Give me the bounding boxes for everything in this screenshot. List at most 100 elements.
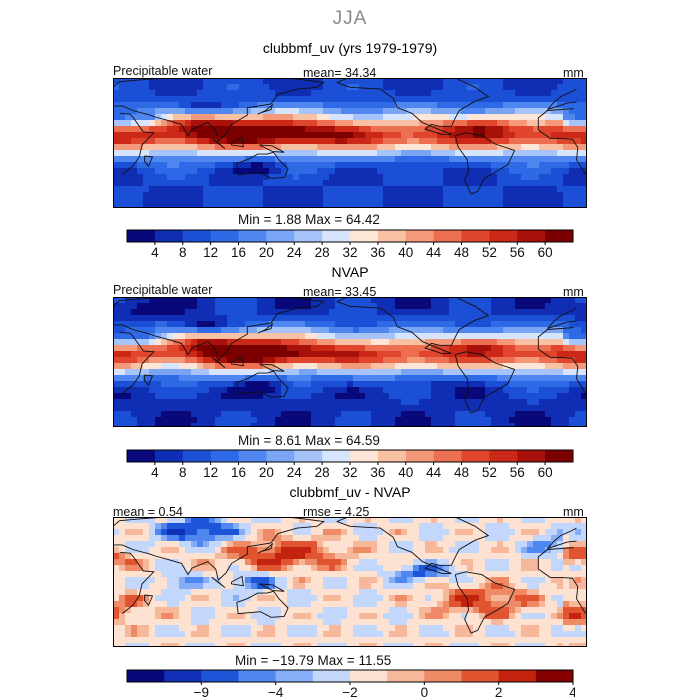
field-cell (221, 529, 228, 536)
field-cell (137, 144, 144, 151)
field-cell (425, 559, 432, 566)
field-cell (545, 180, 552, 187)
field-cell (533, 84, 540, 91)
field-cell (431, 90, 438, 97)
field-cell (167, 327, 174, 334)
field-cell (299, 387, 306, 394)
field-cell (461, 90, 468, 97)
field-cell (461, 108, 468, 115)
field-cell (161, 333, 168, 340)
field-cell (251, 102, 258, 109)
field-cell (215, 541, 222, 548)
field-cell (149, 529, 156, 536)
field-cell (161, 78, 168, 85)
field-cell (161, 174, 168, 181)
field-cell (317, 96, 324, 103)
field-cell (173, 423, 180, 427)
field-cell (515, 577, 522, 584)
colorbar-tick-label: 12 (203, 245, 218, 260)
field-cell (569, 309, 576, 316)
field-cell (125, 571, 132, 578)
field-cell (413, 78, 420, 85)
field-cell (161, 150, 168, 157)
field-cell (287, 529, 294, 536)
field-cell (305, 315, 312, 322)
field-cell (431, 186, 438, 193)
field-cell (383, 297, 390, 304)
field-cell (455, 381, 462, 388)
field-cell (197, 321, 204, 328)
field-cell (335, 327, 342, 334)
field-cell (323, 589, 330, 596)
field-cell (113, 174, 120, 181)
field-cell (251, 399, 258, 406)
field-cell (509, 535, 516, 542)
field-cell (113, 363, 120, 370)
field-cell (251, 180, 258, 187)
field-cell (563, 589, 570, 596)
field-cell (383, 357, 390, 364)
field-cell (257, 577, 264, 584)
field-cell (155, 192, 162, 199)
field-cell (563, 96, 570, 103)
field-cell (365, 387, 372, 394)
field-cell (563, 529, 570, 536)
field-cell (233, 84, 240, 91)
field-cell (155, 583, 162, 590)
field-cell (137, 96, 144, 103)
field-cell (509, 601, 516, 608)
field-cell (521, 120, 528, 127)
field-cell (545, 333, 552, 340)
field-cell (551, 613, 558, 620)
field-cell (353, 619, 360, 626)
field-cell (509, 315, 516, 322)
field-cell (143, 333, 150, 340)
field-cell (365, 559, 372, 566)
field-cell (263, 423, 270, 427)
field-cell (509, 321, 516, 328)
field-cell (449, 589, 456, 596)
field-cell (245, 204, 252, 208)
field-cell (341, 180, 348, 187)
field-cell (125, 523, 132, 530)
field-cell (347, 132, 354, 139)
field-cell (125, 607, 132, 614)
field-cell (113, 297, 120, 304)
field-cell (437, 120, 444, 127)
field-cell (119, 571, 126, 578)
field-cell (353, 405, 360, 412)
field-cell (521, 204, 528, 208)
field-cell (575, 517, 582, 524)
field-cell (395, 523, 402, 530)
field-cell (275, 186, 282, 193)
field-cell (203, 333, 210, 340)
field-cell (371, 303, 378, 310)
field-cell (227, 138, 234, 145)
field-cell (197, 529, 204, 536)
field-cell (293, 351, 300, 358)
field-cell (503, 393, 510, 400)
field-cell (533, 529, 540, 536)
field-cell (569, 78, 576, 85)
field-cell (185, 327, 192, 334)
field-cell (533, 565, 540, 572)
field-cell (551, 150, 558, 157)
field-cell (371, 553, 378, 560)
field-cell (179, 363, 186, 370)
field-cell (581, 132, 587, 139)
field-cell (323, 595, 330, 602)
field-cell (245, 369, 252, 376)
field-cell (137, 78, 144, 85)
field-cell (431, 351, 438, 358)
field-cell (131, 595, 138, 602)
field-cell (449, 108, 456, 115)
field-cell (275, 339, 282, 346)
field-cell (119, 565, 126, 572)
field-cell (545, 423, 552, 427)
field-cell (197, 114, 204, 121)
field-cell (155, 126, 162, 133)
field-cell (197, 339, 204, 346)
field-cell (479, 126, 486, 133)
field-cell (233, 363, 240, 370)
field-cell (365, 381, 372, 388)
